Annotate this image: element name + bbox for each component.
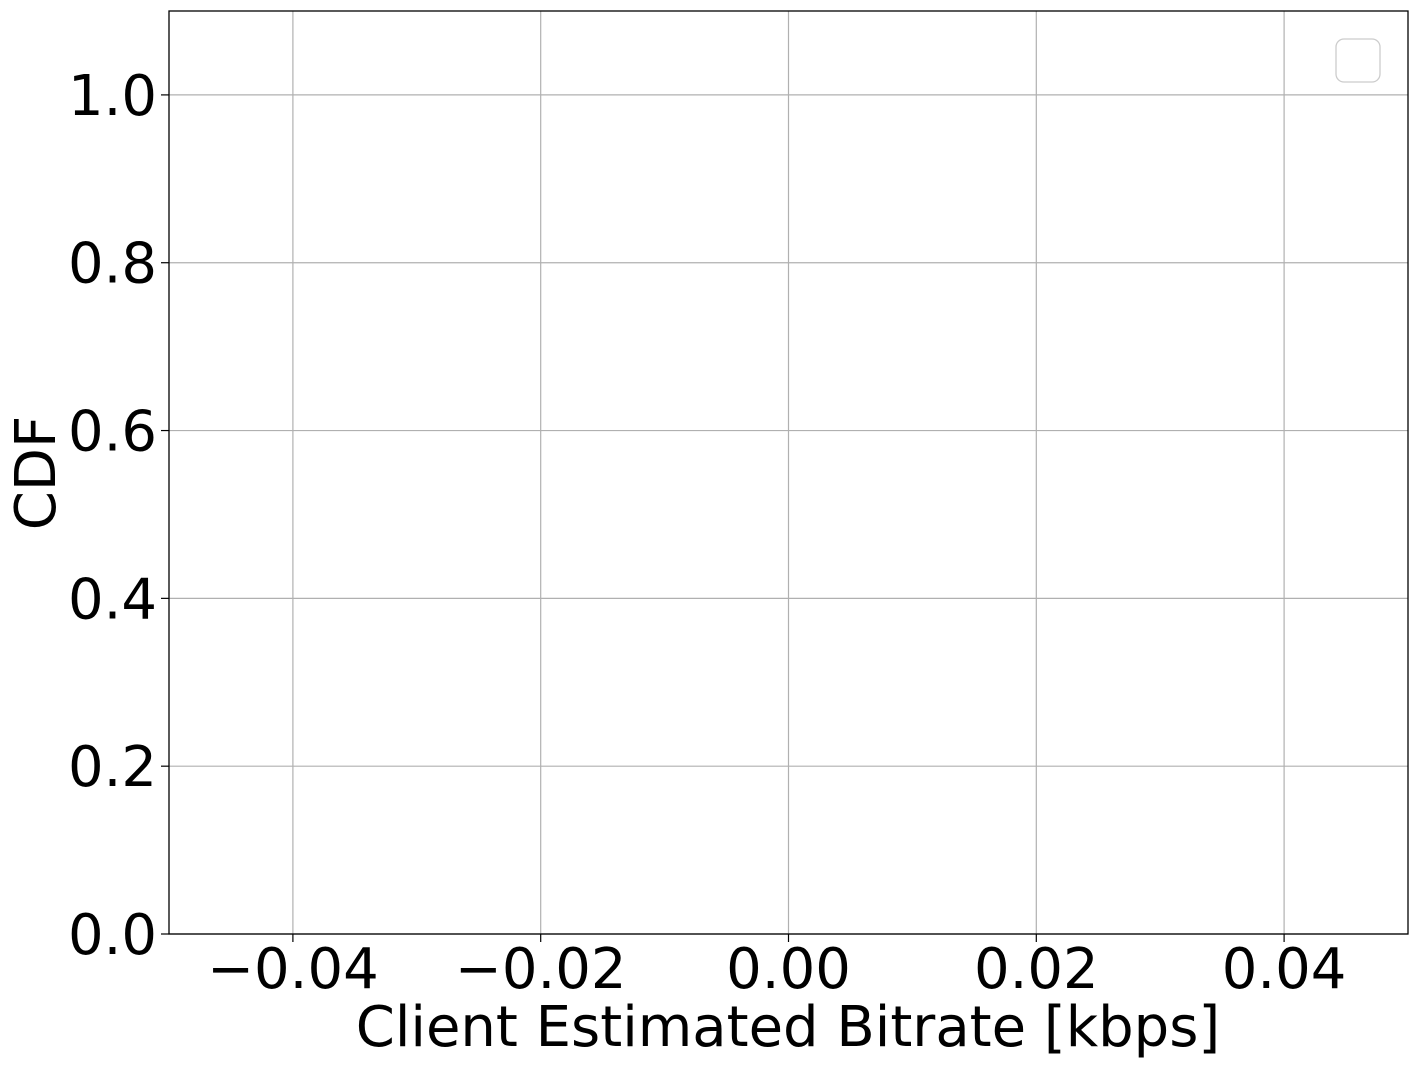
legend-box — [1335, 38, 1381, 83]
plot-area-frame — [168, 10, 1409, 935]
x-tick-label: −0.02 — [455, 937, 627, 1002]
x-tick-label: 0.00 — [726, 937, 851, 1002]
x-axis-label: Client Estimated Bitrate [kbps] — [356, 995, 1221, 1060]
tick-marks — [161, 94, 1285, 942]
y-tick-label: 0.8 — [68, 232, 157, 297]
y-tick-label: 0.2 — [68, 735, 157, 800]
y-tick-label: 0.4 — [68, 567, 157, 632]
x-tick-label: 0.02 — [974, 937, 1099, 1002]
x-tick-label: −0.04 — [207, 937, 379, 1002]
x-tick-labels: −0.04 −0.02 0.00 0.02 0.04 — [207, 937, 1346, 1002]
x-tick-label: 0.04 — [1222, 937, 1347, 1002]
y-tick-label: 1.0 — [68, 64, 157, 129]
y-axis-label: CDF — [4, 416, 69, 530]
y-tick-labels: 0.0 0.2 0.4 0.6 0.8 1.0 — [68, 64, 157, 968]
y-tick-label: 0.0 — [68, 903, 157, 968]
y-tick-label: 0.6 — [68, 400, 157, 465]
